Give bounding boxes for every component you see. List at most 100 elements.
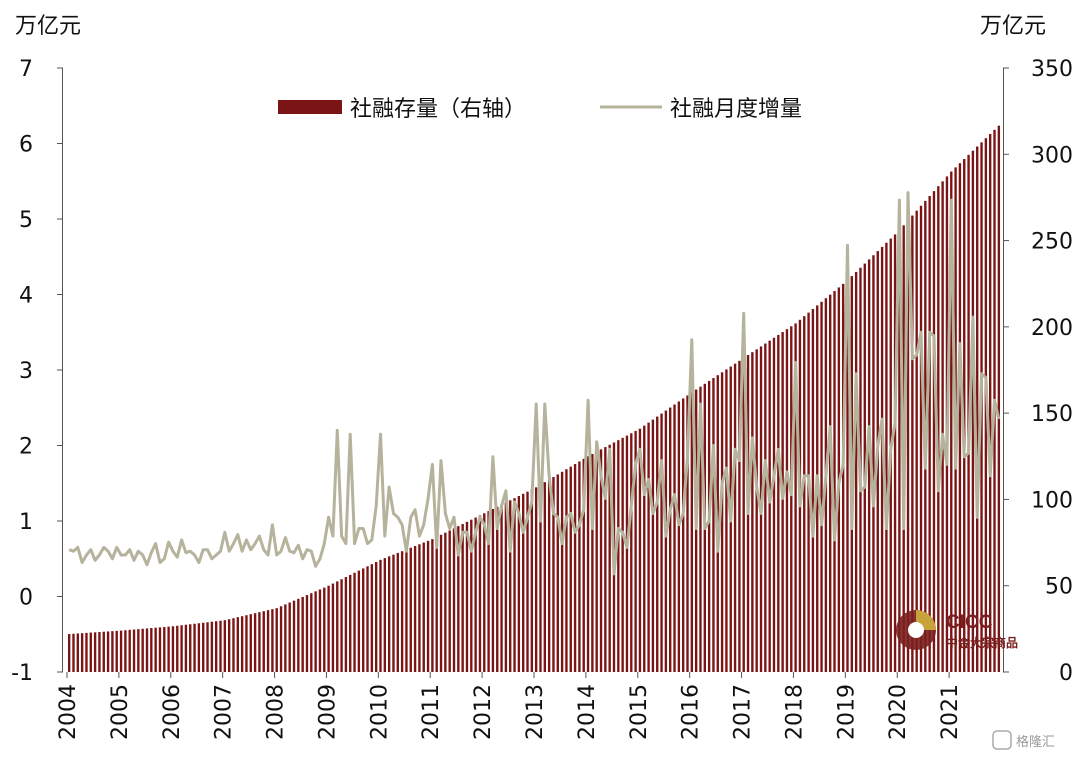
bar-mark [76, 633, 79, 672]
bar-mark [422, 542, 425, 672]
bar-mark [686, 395, 689, 672]
bar-mark [115, 630, 118, 672]
bar-mark [193, 623, 196, 672]
bar-mark [383, 558, 387, 672]
bar-mark [80, 633, 84, 672]
bar-mark [794, 323, 797, 672]
x-tick-label: 2007 [212, 684, 237, 740]
bar-mark [785, 329, 789, 672]
bar-mark [362, 568, 365, 672]
corner-watermark: 格隆汇 [992, 730, 1055, 750]
bar-mark [530, 489, 534, 672]
bar-mark [214, 621, 218, 672]
bar-mark [154, 627, 157, 672]
bar-mark [595, 451, 598, 672]
bar-mark [560, 471, 564, 672]
bar-mark [608, 444, 611, 672]
bar-mark [660, 413, 663, 672]
left-axis-unit: 万亿元 [15, 14, 81, 39]
bar-mark [634, 430, 637, 672]
bar-mark [111, 631, 114, 672]
bar-mark [444, 532, 447, 672]
legend-swatch-bar [278, 100, 342, 114]
x-tick-label: 2013 [523, 684, 548, 740]
bar-mark [370, 564, 374, 672]
bar-mark [841, 283, 845, 672]
bar-mark [997, 125, 1001, 673]
corner-watermark-text: 格隆汇 [1016, 734, 1055, 750]
corner-logo-icon [992, 730, 1012, 750]
bar-mark [102, 631, 105, 672]
x-tick-label: 2006 [160, 684, 185, 740]
bar-mark [461, 524, 464, 672]
bar-mark [880, 246, 884, 672]
bar-mark [820, 301, 823, 672]
x-tick-label: 2014 [575, 684, 600, 740]
bar-mark [932, 191, 936, 672]
x-tick-label: 2015 [627, 684, 652, 740]
bar-mark [262, 611, 265, 672]
cicc-logo-center [908, 622, 924, 638]
bar-mark [958, 163, 962, 672]
bar-mark [197, 623, 201, 672]
bar-mark [582, 458, 585, 672]
left-tick-label: 0 [19, 586, 33, 611]
bar-mark [513, 498, 516, 672]
bar-mark [543, 482, 546, 672]
bar-mark [413, 546, 417, 672]
bar-mark [829, 294, 832, 672]
right-tick-label: 50 [1045, 575, 1073, 600]
bar-mark [357, 570, 361, 672]
bar-mark [331, 583, 335, 672]
bar-mark [552, 476, 555, 672]
watermark-title: CICC [946, 612, 993, 633]
x-tick-label: 2008 [264, 684, 289, 740]
bar-mark [768, 340, 771, 672]
bar-mark [911, 215, 914, 672]
bar-mark [565, 469, 568, 672]
bar-mark [496, 506, 499, 672]
bar-mark [318, 589, 322, 672]
right-tick-label: 0 [1059, 661, 1073, 686]
bar-mark [764, 343, 767, 672]
legend: 社融存量（右轴） 社融月度增量 [278, 97, 802, 122]
bar-mark [621, 437, 624, 672]
x-tick-label: 2020 [886, 684, 911, 740]
bar-mark [236, 617, 239, 672]
bar-mark [898, 230, 901, 672]
bar-mark [699, 386, 702, 672]
left-tick-label: 5 [19, 208, 33, 233]
bar-mark [141, 628, 144, 672]
bar-mark [85, 632, 88, 672]
bar-mark [919, 205, 923, 672]
bar-mark [89, 632, 92, 672]
bar-mark [323, 587, 326, 672]
bar-mark [755, 349, 758, 672]
bar-mark [240, 616, 244, 672]
bar-mark [189, 624, 192, 672]
bar-mark [327, 585, 330, 672]
x-tick-label: 2017 [731, 684, 756, 740]
bar-mark [989, 134, 992, 673]
bar-mark [305, 595, 309, 672]
bar-mark [405, 549, 408, 672]
bar-mark [720, 372, 724, 672]
bar-mark [284, 604, 287, 672]
x-tick-label: 2011 [419, 684, 444, 740]
bar-mark [534, 487, 538, 672]
bar-mark [314, 591, 317, 672]
left-tick-label: 4 [19, 284, 33, 309]
bar-mark [751, 352, 754, 672]
left-tick-label: -1 [11, 661, 33, 686]
watermark-subtitle: 中金大宗商品 [946, 635, 1018, 650]
bar-mark [249, 614, 252, 672]
bar-mark [279, 606, 283, 672]
bar-mark [854, 271, 858, 672]
bar-mark [707, 380, 711, 672]
bar-mark [586, 456, 590, 672]
bar-mark [223, 620, 227, 672]
bar-mark [569, 466, 572, 672]
bar-mark [219, 620, 222, 672]
bar-mark [694, 389, 698, 672]
